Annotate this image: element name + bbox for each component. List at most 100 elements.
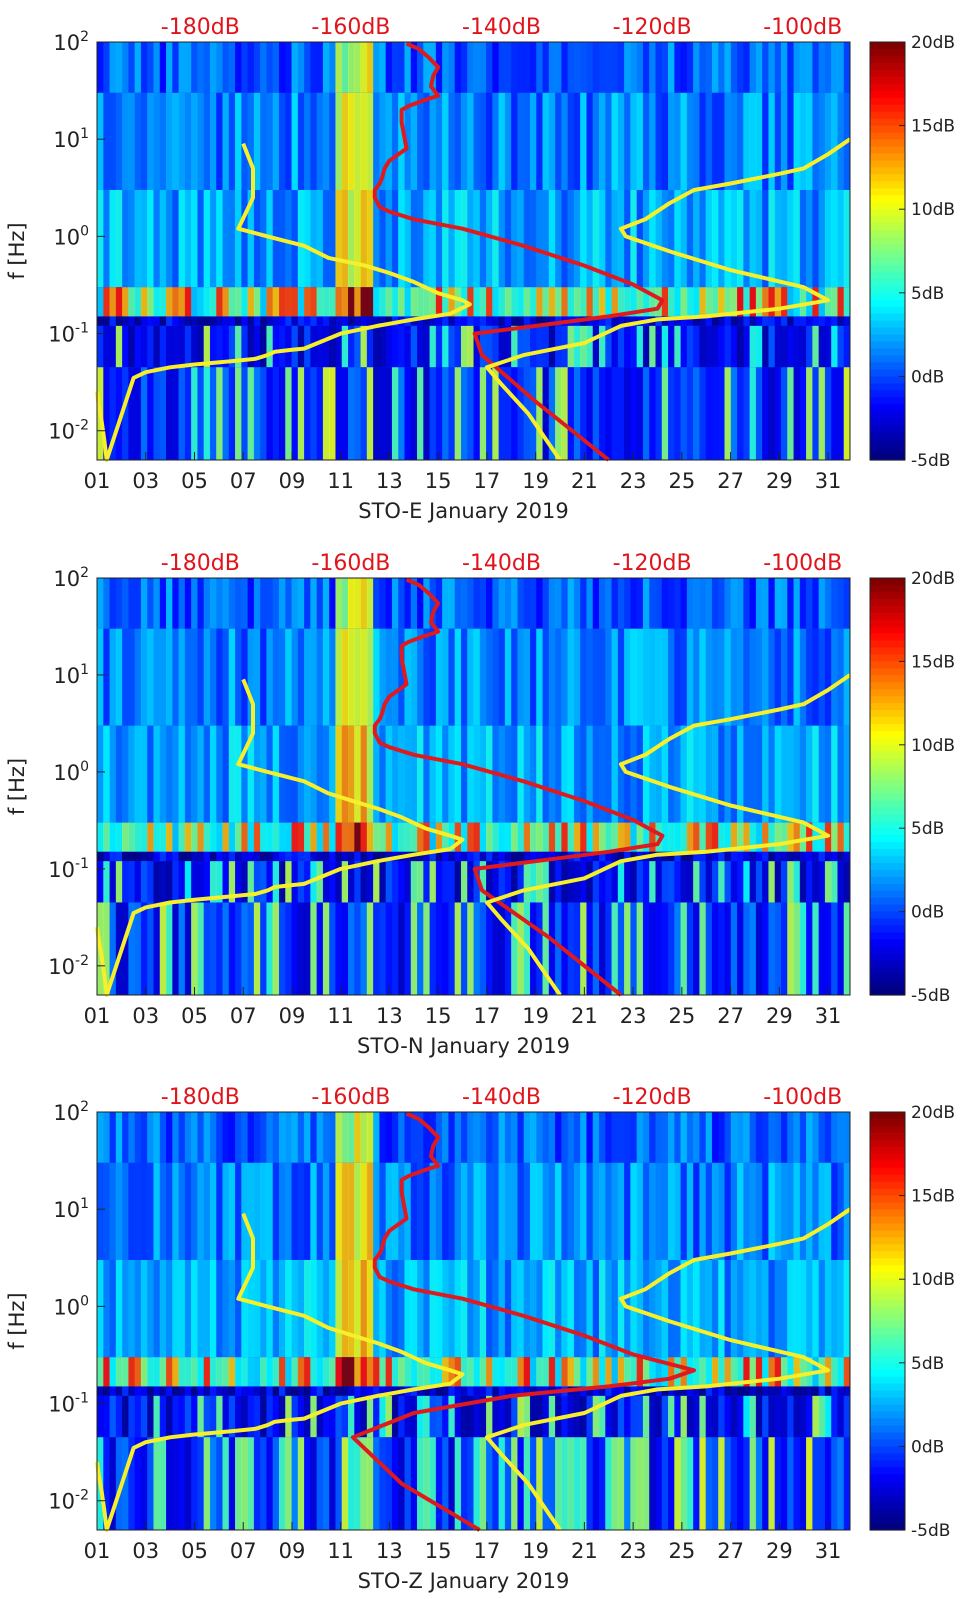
- colorbar-segment: [870, 132, 905, 141]
- heatmap-cell: [203, 578, 211, 629]
- heatmap-cell: [718, 725, 725, 823]
- heatmap-cell: [555, 822, 562, 852]
- colorbar-segment: [870, 292, 905, 301]
- heatmap-cell: [253, 902, 261, 995]
- heatmap-cell: [417, 628, 424, 726]
- heatmap-cell: [699, 578, 707, 629]
- heatmap-cell: [561, 190, 569, 288]
- heatmap-cell: [203, 316, 211, 326]
- heatmap-cell: [360, 1386, 368, 1396]
- heatmap-cell: [159, 578, 167, 629]
- heatmap-cell: [517, 1162, 525, 1261]
- heatmap-cell: [542, 367, 550, 460]
- colorbar-segment: [870, 62, 905, 71]
- heatmap-cell: [197, 42, 205, 93]
- heatmap-cell: [197, 628, 205, 726]
- heatmap-cell: [379, 851, 387, 862]
- heatmap-cell: [216, 367, 223, 460]
- heatmap-cell: [241, 367, 249, 460]
- heatmap-cell: [642, 861, 650, 903]
- heatmap-cell: [115, 902, 123, 995]
- heatmap-cell: [291, 1162, 299, 1261]
- heatmap-cell: [504, 1357, 512, 1387]
- heatmap-cell: [642, 1357, 650, 1387]
- heatmap-cell: [580, 861, 587, 903]
- heatmap-cell: [655, 902, 663, 995]
- heatmap-cell: [617, 367, 625, 460]
- heatmap-cell: [109, 325, 117, 368]
- colorbar-segment: [870, 257, 905, 266]
- x-tick-label: 31: [815, 1539, 842, 1563]
- heatmap-cell: [624, 851, 631, 862]
- heatmap-cell: [460, 822, 468, 852]
- heatmap-cell: [599, 628, 606, 726]
- heatmap-cell: [755, 325, 763, 368]
- y-tick-label: 102: [53, 1099, 89, 1125]
- heatmap-cell: [655, 1162, 663, 1261]
- heatmap-cell: [316, 325, 324, 368]
- heatmap-cell: [479, 1386, 487, 1396]
- heatmap-cell: [247, 1260, 255, 1358]
- heatmap-cell: [166, 578, 173, 629]
- heatmap-cell: [166, 1357, 173, 1387]
- heatmap-cell: [536, 92, 544, 191]
- colorbar-segment: [870, 1432, 905, 1441]
- heatmap-cell: [592, 190, 600, 288]
- heatmap-cell: [542, 1437, 550, 1530]
- heatmap-cell: [260, 1357, 267, 1387]
- heatmap-cell: [460, 42, 468, 93]
- heatmap-cell: [649, 1112, 656, 1163]
- heatmap-cell: [548, 578, 556, 629]
- heatmap-cell: [517, 1395, 525, 1438]
- colorbar-segment: [870, 717, 905, 725]
- heatmap-cell: [599, 1386, 606, 1396]
- heatmap-cell: [718, 287, 725, 317]
- heatmap-cell: [749, 1162, 757, 1261]
- heatmap-cell: [730, 725, 738, 823]
- heatmap-cell: [567, 42, 575, 93]
- heatmap-cell: [473, 1386, 481, 1396]
- heatmap-cell: [774, 190, 782, 288]
- heatmap-cell: [191, 851, 198, 862]
- heatmap-cell: [542, 902, 550, 995]
- heatmap-cell: [448, 1437, 456, 1530]
- heatmap-cell: [454, 325, 462, 368]
- heatmap-cell: [253, 1260, 261, 1358]
- heatmap-cell: [423, 1386, 431, 1396]
- heatmap-cell: [166, 1260, 173, 1358]
- heatmap-cell: [335, 1357, 343, 1387]
- heatmap-cell: [831, 1162, 838, 1261]
- heatmap-cell: [529, 851, 537, 862]
- heatmap-cell: [699, 628, 707, 726]
- heatmap-cell: [787, 1386, 795, 1396]
- heatmap-cell: [404, 1162, 412, 1261]
- top-db-label: -100dB: [763, 1085, 842, 1110]
- heatmap-cell: [366, 725, 374, 823]
- heatmap-cell: [97, 287, 104, 317]
- heatmap-cell: [348, 1112, 355, 1163]
- heatmap-cell: [768, 42, 776, 93]
- heatmap-cell: [197, 1395, 205, 1438]
- heatmap-cell: [191, 367, 198, 460]
- heatmap-cell: [818, 861, 826, 903]
- heatmap-cell: [567, 628, 575, 726]
- heatmap-cell: [335, 578, 343, 629]
- heatmap-cell: [630, 902, 638, 995]
- heatmap-cell: [486, 92, 493, 191]
- heatmap-cell: [448, 1260, 456, 1358]
- heatmap-cell: [787, 1395, 795, 1438]
- heatmap-cell: [322, 1112, 330, 1163]
- heatmap-cell: [329, 325, 336, 368]
- heatmap-cell: [837, 42, 845, 93]
- heatmap-cell: [166, 367, 173, 460]
- heatmap-cell: [511, 1437, 518, 1530]
- heatmap-cell: [705, 92, 713, 191]
- heatmap-cell: [599, 822, 606, 852]
- heatmap-cell: [348, 1260, 355, 1358]
- heatmap-cell: [322, 822, 330, 852]
- heatmap-cell: [668, 42, 675, 93]
- heatmap-cell: [605, 822, 613, 852]
- heatmap-cell: [592, 316, 600, 326]
- heatmap-cell: [592, 92, 600, 191]
- colorbar-segment: [870, 1118, 905, 1127]
